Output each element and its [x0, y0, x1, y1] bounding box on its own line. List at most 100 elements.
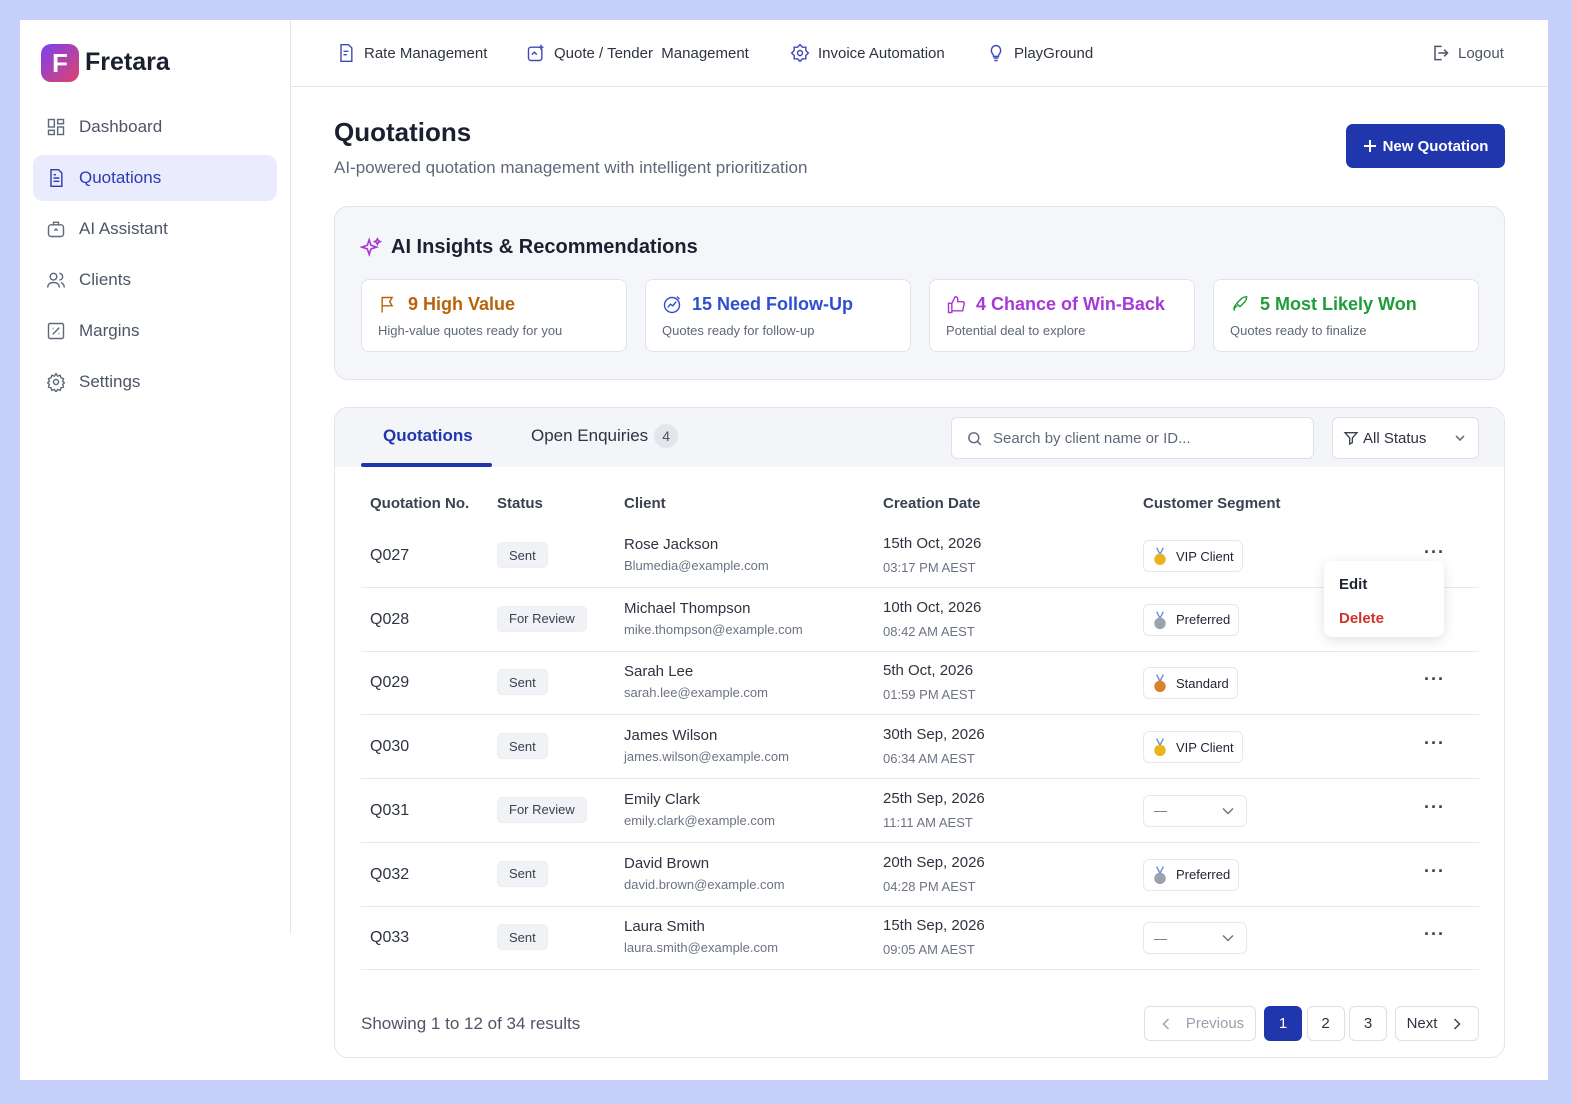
creation-time: 11:11 AM AEST — [883, 814, 973, 830]
sidebar-label: Settings — [79, 372, 141, 391]
status-filter-label: All Status — [1363, 429, 1427, 447]
table-row[interactable]: Q031 For Review Emily Clark emily.clark@exa… — [361, 779, 1479, 843]
row-actions[interactable]: ··· — [1424, 733, 1445, 754]
sidebar-item[interactable]: AI Assistant — [33, 206, 277, 252]
search-input[interactable]: Search by client name or ID... — [951, 417, 1314, 459]
active-tab-indicator — [361, 463, 492, 467]
sidebar — [20, 20, 291, 934]
top-nav-item[interactable]: Rate Management — [336, 42, 487, 64]
client-email: mike.thompson@example.com — [624, 621, 803, 637]
segment-badge: VIP Client — [1143, 540, 1243, 572]
client-name: Sarah Lee — [624, 663, 694, 681]
creation-date: 5th Oct, 2026 — [883, 662, 974, 680]
medal-icon — [1154, 547, 1166, 566]
top-nav-icon — [990, 44, 1002, 62]
sidebar-item[interactable]: Margins — [33, 308, 277, 354]
creation-date: 15th Sep, 2026 — [883, 917, 985, 935]
quotation-id: Q030 — [370, 738, 410, 756]
insight-card[interactable]: 4 Chance of Win-Back Potential deal to ex… — [929, 279, 1195, 352]
status-badge: Sent — [497, 669, 548, 696]
medal-icon — [1154, 674, 1166, 693]
insight-card-header: 9 High Value — [378, 294, 610, 315]
logout[interactable]: Logout — [1430, 42, 1504, 64]
insight-icon — [947, 295, 966, 313]
logo[interactable]: F — [41, 44, 79, 82]
sidebar-icon — [47, 221, 65, 238]
quotations-panel: Quotations Open Enquiries 4 Search by cl… — [334, 407, 1505, 1058]
sidebar-label: AI Assistant — [79, 219, 168, 238]
row-actions[interactable]: ··· — [1424, 542, 1445, 562]
segment-label: — — [1154, 803, 1167, 819]
top-nav-item[interactable]: PlayGround — [986, 42, 1093, 64]
row-actions[interactable]: ··· — [1424, 924, 1445, 945]
table-row[interactable]: Q033 Sent Laura Smith laura.smith@example.c… — [361, 906, 1479, 971]
sidebar-item[interactable]: Dashboard — [33, 104, 277, 150]
column-header: Creation Date — [883, 495, 981, 512]
quotation-id: Q031 — [370, 801, 410, 819]
segment-label: — — [1154, 930, 1167, 946]
sparkle-icon — [360, 236, 382, 257]
client-email: sarah.lee@example.com — [624, 685, 768, 701]
column-header: Customer Segment — [1143, 495, 1281, 512]
insight-card-text: High-value quotes ready for you — [378, 323, 563, 338]
segment-label: Preferred — [1176, 612, 1231, 628]
status-filter[interactable]: All Status — [1332, 417, 1479, 459]
tab[interactable]: Quotations — [383, 426, 473, 445]
row-actions[interactable]: ··· — [1424, 796, 1445, 817]
table-row[interactable]: Q027 Sent Rose Jackson Blumedia@example.com… — [361, 524, 1479, 588]
page-button[interactable]: 1 — [1264, 1006, 1302, 1041]
top-nav-label: PlayGround — [1014, 44, 1094, 62]
row-actions[interactable]: ··· — [1424, 860, 1445, 881]
creation-time: 06:34 AM AEST — [883, 751, 975, 767]
sidebar-item[interactable]: Clients — [33, 257, 277, 303]
client-email: emily.clark@example.com — [624, 812, 775, 828]
status-badge: Sent — [497, 733, 548, 760]
table-row[interactable]: Q032 Sent David Brown david.brown@example.c… — [361, 843, 1479, 907]
sidebar-item[interactable]: Quotations — [33, 155, 277, 201]
segment-badge[interactable]: — — [1143, 922, 1247, 955]
row-actions[interactable]: ··· — [1424, 669, 1445, 690]
creation-date: 25th Sep, 2026 — [883, 789, 985, 807]
insight-card-header: 4 Chance of Win-Back — [946, 294, 1178, 315]
top-nav-item[interactable]: Quote / Tender Management — [526, 42, 749, 64]
top-nav-label: Quote / Tender Management — [554, 44, 749, 62]
brand[interactable]: Fretara — [85, 48, 170, 76]
insight-card[interactable]: 15 Need Follow-Up Quotes ready for follow… — [645, 279, 911, 352]
segment-label: Preferred — [1176, 867, 1231, 882]
top-nav-item[interactable]: Invoice Automation — [790, 42, 945, 64]
table-row[interactable]: Q030 Sent James Wilson james.wilson@example… — [361, 715, 1479, 780]
insight-card-header: 5 Most Likely Won — [1230, 294, 1462, 315]
segment-badge[interactable]: — — [1143, 794, 1247, 827]
top-nav-icon — [790, 43, 810, 63]
previous-button[interactable]: Previous — [1144, 1006, 1256, 1041]
insight-card-header: 15 Need Follow-Up — [662, 294, 894, 315]
new-quotation-button[interactable]: New Quotation — [1346, 124, 1505, 168]
creation-date: 30th Sep, 2026 — [883, 726, 985, 744]
sidebar-icon — [47, 118, 65, 136]
page-button[interactable]: 2 — [1306, 1006, 1345, 1041]
tab[interactable]: Open Enquiries 4 — [531, 424, 679, 448]
sidebar-item[interactable]: Settings — [33, 359, 277, 405]
next-button[interactable]: Next — [1395, 1006, 1479, 1041]
next-label: Next — [1406, 1015, 1438, 1032]
tab-bar — [335, 408, 1504, 467]
insight-card[interactable]: 9 High Value High-value quotes ready for … — [361, 279, 627, 352]
menu-item[interactable]: Edit — [1339, 576, 1368, 593]
new-quotation-label: New Quotation — [1382, 137, 1489, 155]
column-header: Quotation No. — [370, 495, 470, 512]
insight-card[interactable]: 5 Most Likely Won Quotes ready to finaliz… — [1213, 279, 1479, 352]
insight-card-title: 15 Need Follow-Up — [692, 294, 854, 314]
sidebar-label: Dashboard — [79, 117, 163, 136]
top-nav-icon — [340, 43, 353, 63]
search-icon — [968, 431, 982, 445]
menu-item[interactable]: Delete — [1339, 610, 1385, 627]
page-button[interactable]: 3 — [1349, 1006, 1387, 1041]
chevron-right — [1454, 1017, 1461, 1030]
table-row[interactable]: Q028 For Review Michael Thompson mike.thomp… — [361, 588, 1479, 652]
insight-card-text: Potential deal to explore — [946, 323, 1086, 338]
table-row[interactable]: Q029 Sent Sarah Lee sarah.lee@example.com 5t… — [361, 651, 1479, 716]
top-nav-label: Rate Management — [364, 44, 488, 62]
insight-card-title: 9 High Value — [408, 294, 516, 314]
insight-icon — [1232, 295, 1248, 311]
